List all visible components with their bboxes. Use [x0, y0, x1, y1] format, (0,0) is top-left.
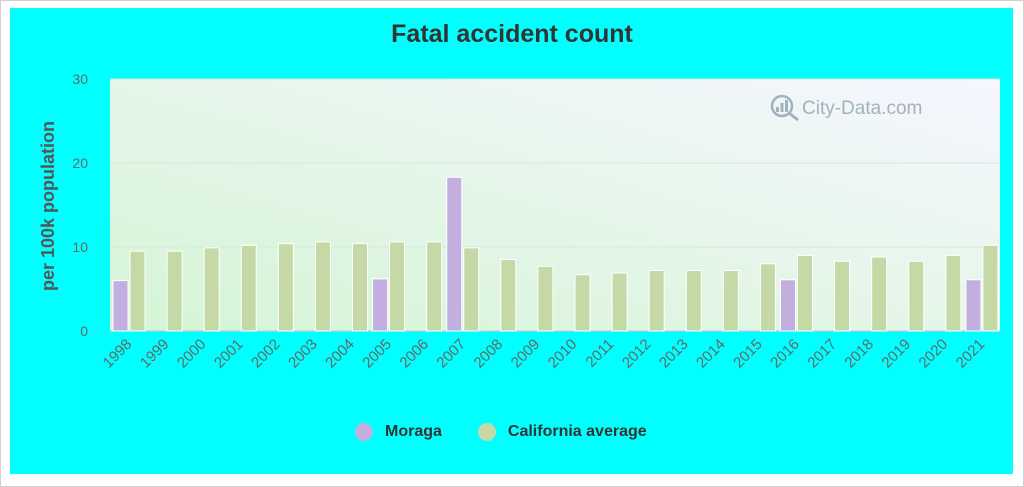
bar-california-average-2014[interactable] — [722, 270, 739, 332]
x-tick-label: 2001 — [211, 336, 247, 372]
bar-california-average-2013[interactable] — [685, 270, 702, 332]
bar-moraga-2016[interactable] — [780, 279, 796, 332]
bar-california-average-2016[interactable] — [797, 254, 813, 332]
x-tick-label: 2018 — [841, 336, 877, 372]
x-tick-label: 2004 — [322, 336, 358, 372]
bar-california-average-2018[interactable] — [871, 256, 888, 332]
watermark-handle-icon — [788, 111, 799, 122]
legend-label-moraga: Moraga — [385, 423, 442, 440]
y-axis-label: per 100k population — [38, 121, 58, 291]
watermark-bar-icon — [776, 107, 779, 112]
legend-item-moraga[interactable]: Moraga — [355, 423, 442, 441]
x-tick-label: 2011 — [583, 336, 618, 371]
x-tick-label: 2012 — [619, 336, 655, 372]
legend-label-california-average: California average — [507, 423, 647, 440]
bar-california-average-2004[interactable] — [352, 243, 368, 332]
plot-area — [110, 79, 1000, 331]
bar-california-average-2012[interactable] — [648, 270, 665, 332]
chart-title: Fatal accident count — [391, 20, 633, 48]
x-tick-label: 2003 — [285, 336, 321, 372]
x-tick-label: 2008 — [471, 336, 507, 372]
x-tick-label: 2000 — [174, 336, 210, 372]
bar-california-average-1999[interactable] — [166, 250, 183, 332]
y-tick-label: 0 — [80, 323, 88, 339]
x-tick-label: 2015 — [730, 336, 766, 372]
x-tick-label: 2006 — [396, 336, 432, 372]
bar-moraga-2007[interactable] — [446, 176, 463, 332]
y-tick-label: 30 — [72, 71, 88, 87]
x-tick-label: 1999 — [137, 336, 173, 372]
legend-swatch-california-average — [477, 423, 496, 441]
y-tick-label: 10 — [72, 239, 88, 255]
x-tick-label: 2010 — [545, 336, 581, 372]
x-tick-label: 2005 — [359, 336, 395, 372]
x-tick-label: 2016 — [767, 336, 803, 372]
watermark-bar-icon — [785, 100, 788, 112]
bar-california-average-2017[interactable] — [834, 260, 851, 332]
bar-california-average-2021[interactable] — [982, 244, 999, 332]
x-tick-label: 2013 — [656, 336, 692, 372]
bar-california-average-2002[interactable] — [277, 243, 294, 332]
bar-california-average-2019[interactable] — [908, 260, 925, 332]
x-tick-label: 2014 — [693, 336, 729, 372]
bar-moraga-2005[interactable] — [372, 278, 389, 332]
bar-california-average-2006[interactable] — [426, 241, 443, 332]
x-tick-label: 2007 — [433, 336, 469, 372]
bar-california-average-2003[interactable] — [314, 241, 331, 332]
x-tick-label: 2021 — [953, 336, 989, 372]
watermark-text: City-Data.com — [802, 98, 922, 119]
legend-swatch-moraga — [355, 423, 373, 441]
bar-california-average-2011[interactable] — [611, 272, 628, 332]
bar-california-average-2001[interactable] — [240, 244, 257, 332]
x-tick-label: 2020 — [916, 336, 952, 372]
bar-moraga-1998[interactable] — [112, 280, 129, 332]
bar-california-average-2000[interactable] — [203, 247, 220, 332]
x-tick-label: 2002 — [248, 336, 284, 372]
bar-california-average-2005[interactable] — [389, 241, 406, 332]
bar-california-average-1998[interactable] — [129, 250, 146, 332]
watermark: City-Data.com — [770, 94, 922, 122]
bar-california-average-2020[interactable] — [945, 254, 962, 332]
x-tick-label: 2009 — [508, 336, 544, 372]
bar-california-average-2008[interactable] — [500, 259, 517, 332]
watermark-magnifier-icon — [770, 94, 794, 118]
y-tick-label: 20 — [72, 155, 88, 171]
legend: Moraga California average — [355, 421, 683, 443]
bar-california-average-2015[interactable] — [759, 263, 776, 332]
x-tick-label: 2019 — [878, 336, 914, 372]
bar-california-average-2007[interactable] — [463, 247, 480, 332]
x-tick-label: 2017 — [804, 336, 840, 372]
bar-california-average-2010[interactable] — [574, 274, 591, 332]
bar-moraga-2021[interactable] — [965, 279, 982, 332]
x-tick-label: 1998 — [100, 336, 136, 372]
watermark-bar-icon — [780, 103, 784, 112]
legend-item-california-average[interactable]: California average — [477, 423, 647, 441]
bar-california-average-2009[interactable] — [537, 265, 554, 332]
